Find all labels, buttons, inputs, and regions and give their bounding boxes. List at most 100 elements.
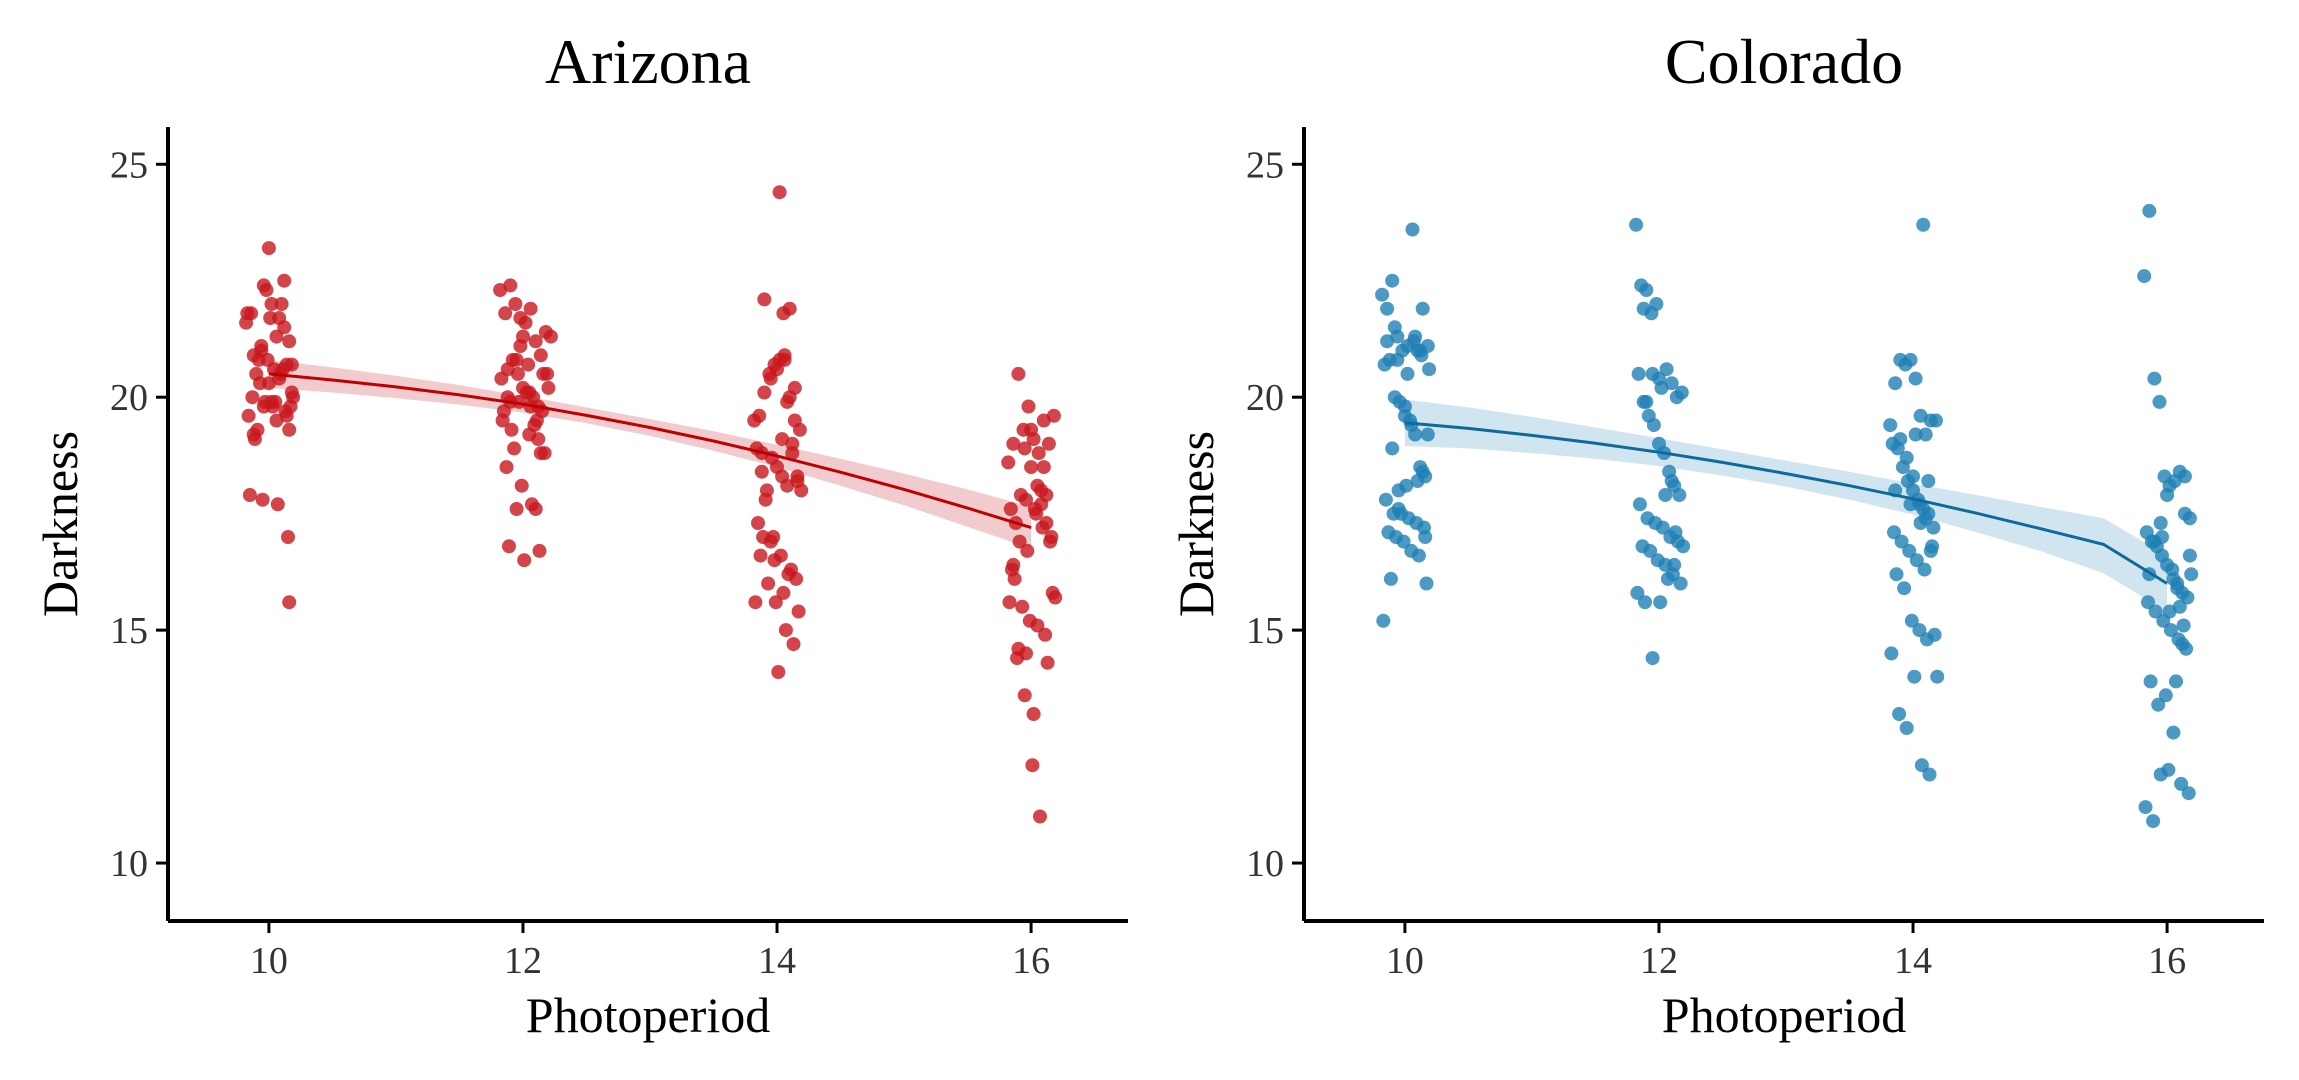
data-point [528,334,543,349]
data-point [1631,366,1646,381]
data-point [1020,543,1035,558]
data-point [777,352,792,367]
data-point [284,357,299,372]
data-point [1658,488,1673,502]
data-point [282,334,297,349]
data-point [517,553,532,568]
data-point [780,394,795,409]
data-point [1926,520,1941,535]
data-point [264,394,279,409]
data-point [521,357,536,372]
data-point [1918,427,1933,442]
data-point [753,548,768,563]
data-point [1923,543,1938,558]
data-point [791,604,806,619]
data-point [761,576,776,591]
data-point [1415,464,1430,479]
data-point [247,432,262,447]
data-point [498,306,513,321]
data-point [1889,567,1904,582]
data-point [513,339,528,353]
x-tick-label: 14 [1894,940,1932,982]
data-point [1649,297,1664,311]
data-point [1903,497,1918,512]
data-point [1674,385,1689,400]
data-point [1012,534,1027,549]
data-point [758,492,773,507]
data-point [1006,557,1021,572]
data-point [776,585,791,600]
data-point [2175,637,2190,652]
data-point [1928,413,1943,428]
data-point [757,385,772,400]
data-point [1387,320,1402,335]
data-point [541,380,556,395]
x-tick-label: 10 [1386,940,1424,982]
data-point [2155,530,2169,544]
x-axis-title-colorado: Photoperiod [1662,987,1906,1043]
data-point [241,408,256,423]
data-point [543,329,558,344]
data-point [1917,562,1932,577]
data-point [1399,478,1414,493]
data-point [277,320,292,335]
data-point [1019,492,1033,507]
data-point [1664,474,1679,488]
data-point [2153,516,2168,530]
data-point [1006,436,1021,451]
data-point [1630,585,1645,600]
data-point [1629,217,1644,232]
data-point [1011,366,1026,381]
y-ticks-colorado: 10 15 20 25 [1246,144,1304,885]
data-point [1908,427,1923,442]
y-axis-title-arizona: Darkness [32,431,88,617]
data-point [787,380,802,395]
data-point [1385,441,1400,456]
data-point [502,539,516,554]
confidence-band-colorado [1404,399,2168,612]
x-axis-title-arizona: Photoperiod [526,987,770,1043]
data-point [1024,460,1039,475]
data-point [2177,469,2192,484]
data-point [504,422,519,437]
confidence-band-arizona [268,359,1032,549]
data-point [1908,371,1923,386]
data-point [786,637,801,652]
data-point [1015,599,1030,614]
data-point [1903,352,1918,367]
data-point [1038,627,1053,642]
panel-title-colorado: Colorado [1665,26,1903,97]
x-tick-label: 16 [1012,940,1050,982]
data-point [1914,758,1929,773]
data-point [2142,203,2157,218]
data-point [1031,446,1046,461]
data-point [1912,623,1927,638]
x-ticks-arizona: 10 12 14 16 [250,921,1050,982]
data-point [1893,432,1908,447]
data-point [1003,502,1018,516]
data-point [1378,492,1393,507]
data-point [1040,655,1055,670]
data-point [1639,283,1654,297]
data-point [2182,511,2197,526]
data-point [1019,646,1033,661]
data-point [2137,269,2152,284]
data-point [767,553,782,568]
data-point [1033,809,1047,824]
data-point [528,502,543,516]
data-point [1902,543,1917,558]
data-point [2180,590,2195,605]
data-point [518,315,533,330]
panel-colorado: Colorado 10 12 14 16 10 15 20 25 Photoperiod D… [1168,26,2264,1043]
data-point [1024,422,1039,437]
data-point [1397,399,1412,414]
data-point [286,390,301,405]
data-point [254,339,269,353]
data-point [763,371,778,386]
data-point [1411,548,1426,563]
data-point [2138,800,2153,815]
data-point [529,413,544,428]
data-point [1643,543,1658,558]
data-point [1655,520,1670,535]
data-point [1668,525,1683,540]
